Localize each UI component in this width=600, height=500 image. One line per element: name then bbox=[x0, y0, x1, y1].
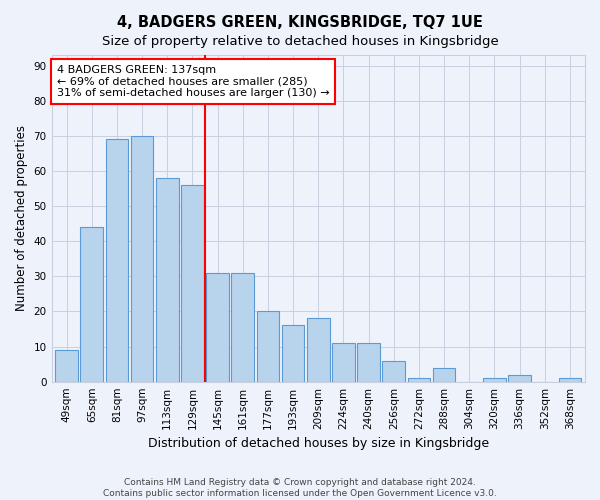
Bar bbox=[106, 140, 128, 382]
X-axis label: Distribution of detached houses by size in Kingsbridge: Distribution of detached houses by size … bbox=[148, 437, 489, 450]
Bar bbox=[559, 378, 581, 382]
Bar bbox=[307, 318, 329, 382]
Bar bbox=[433, 368, 455, 382]
Bar bbox=[357, 343, 380, 382]
Text: 4, BADGERS GREEN, KINGSBRIDGE, TQ7 1UE: 4, BADGERS GREEN, KINGSBRIDGE, TQ7 1UE bbox=[117, 15, 483, 30]
Bar bbox=[206, 273, 229, 382]
Bar bbox=[282, 326, 304, 382]
Bar bbox=[80, 227, 103, 382]
Y-axis label: Number of detached properties: Number of detached properties bbox=[15, 126, 28, 312]
Text: 4 BADGERS GREEN: 137sqm
← 69% of detached houses are smaller (285)
31% of semi-d: 4 BADGERS GREEN: 137sqm ← 69% of detache… bbox=[57, 65, 329, 98]
Bar bbox=[332, 343, 355, 382]
Bar bbox=[232, 273, 254, 382]
Text: Contains HM Land Registry data © Crown copyright and database right 2024.
Contai: Contains HM Land Registry data © Crown c… bbox=[103, 478, 497, 498]
Bar bbox=[181, 185, 204, 382]
Bar bbox=[257, 312, 279, 382]
Bar bbox=[131, 136, 154, 382]
Bar bbox=[156, 178, 179, 382]
Bar bbox=[55, 350, 78, 382]
Bar bbox=[483, 378, 506, 382]
Bar bbox=[382, 360, 405, 382]
Text: Size of property relative to detached houses in Kingsbridge: Size of property relative to detached ho… bbox=[101, 35, 499, 48]
Bar bbox=[407, 378, 430, 382]
Bar bbox=[508, 374, 531, 382]
